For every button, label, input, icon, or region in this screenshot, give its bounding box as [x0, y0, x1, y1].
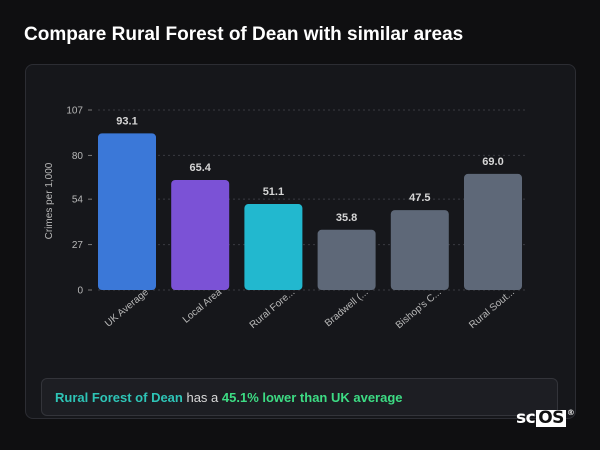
- x-axis-category-label: Bishop's C...: [394, 287, 444, 331]
- x-axis-category-label: Rural Fore...: [248, 287, 298, 331]
- y-tick-label: 54: [72, 195, 84, 206]
- bar[interactable]: [390, 210, 449, 290]
- value-labels: 93.1 65.4 51.1 35.8 47.5 69.0: [116, 115, 503, 223]
- x-axis-category-label: UK Average: [103, 287, 151, 330]
- bar[interactable]: [171, 179, 230, 290]
- bar-value-label: 93.1: [116, 115, 137, 127]
- registered-mark: ®: [566, 408, 575, 417]
- bar[interactable]: [464, 173, 522, 290]
- page-title: Compare Rural Forest of Dean with simila…: [24, 24, 464, 45]
- bar-chart: 0 27 54 80 107 Crimes per 1,000 93.1 65.4 51.1…: [44, 106, 528, 332]
- x-axis-labels: UK Average Local Area Rural Fore... Bradwel…: [103, 287, 517, 332]
- scos-logo: sc OS ®: [516, 408, 575, 428]
- comparison-callout: Rural Forest of Dean has a 45.1% lower t…: [41, 378, 558, 416]
- y-tick-label: 27: [72, 240, 84, 251]
- logo-prefix: sc: [516, 408, 536, 428]
- gridlines: [98, 109, 528, 291]
- x-axis-category-label: Local Area: [181, 287, 225, 326]
- bar-value-label: 65.4: [189, 162, 211, 174]
- bar-value-label: 47.5: [409, 192, 430, 204]
- y-axis-ticks: 0 27 54 80 107: [66, 106, 92, 297]
- bars: [98, 133, 522, 290]
- callout-stat: 45.1% lower than UK average: [221, 390, 403, 405]
- y-tick-label: 80: [72, 151, 84, 162]
- y-axis-label: Crimes per 1,000: [44, 162, 55, 239]
- y-tick-label: 0: [77, 286, 83, 297]
- bar-value-label: 51.1: [263, 186, 284, 198]
- callout-connector: has a: [182, 390, 222, 405]
- bar-value-label: 35.8: [336, 212, 357, 224]
- bar[interactable]: [244, 204, 303, 290]
- bar[interactable]: [98, 133, 156, 290]
- y-tick-label: 107: [66, 106, 83, 117]
- x-axis-category-label: Rural Sout...: [467, 287, 517, 331]
- bar[interactable]: [317, 229, 376, 290]
- x-axis-category-label: Bradwell (...: [323, 287, 371, 329]
- logo-box: OS: [536, 408, 566, 428]
- callout-area-name: Rural Forest of Dean: [55, 390, 183, 405]
- bar-value-label: 69.0: [482, 156, 503, 168]
